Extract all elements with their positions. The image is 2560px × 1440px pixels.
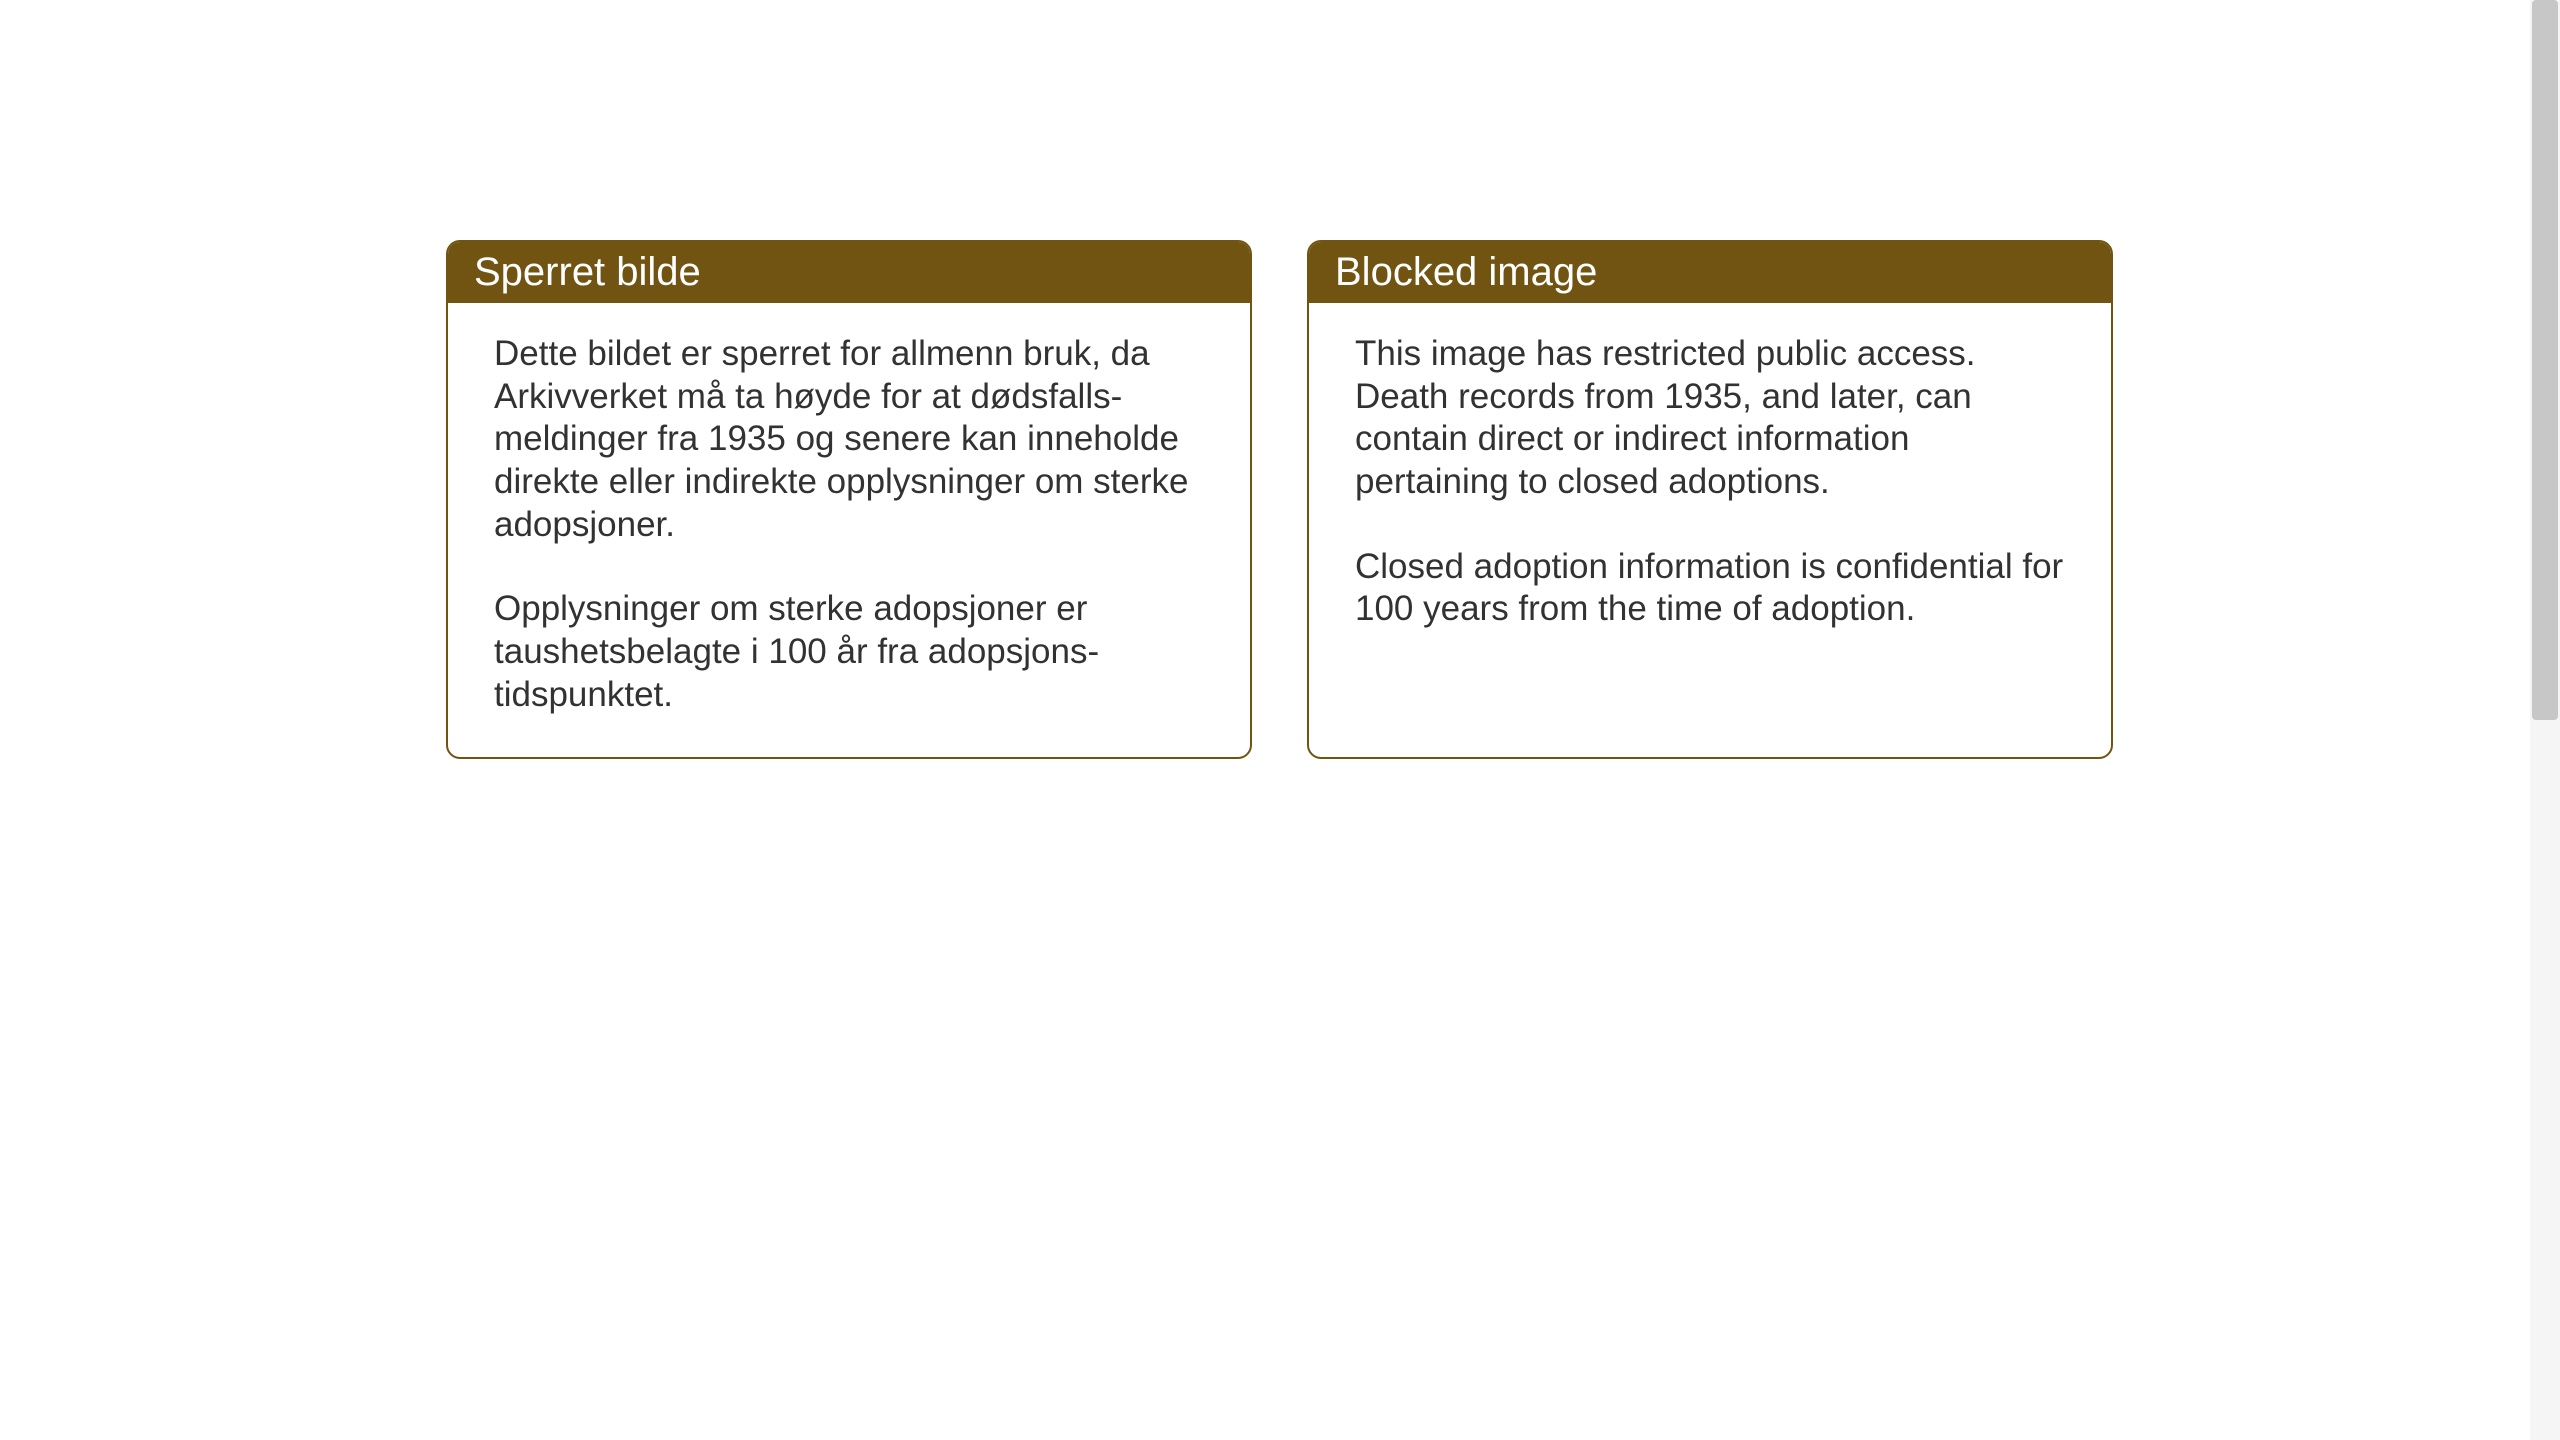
norwegian-card-title: Sperret bilde	[448, 242, 1250, 303]
scrollbar-track[interactable]	[2530, 0, 2560, 1440]
norwegian-card-body: Dette bildet er sperret for allmenn bruk…	[448, 303, 1250, 757]
english-card-title: Blocked image	[1309, 242, 2111, 303]
scrollbar-thumb[interactable]	[2532, 0, 2558, 720]
norwegian-paragraph-1: Dette bildet er sperret for allmenn bruk…	[494, 333, 1204, 546]
norwegian-notice-card: Sperret bilde Dette bildet er sperret fo…	[446, 240, 1252, 759]
english-notice-card: Blocked image This image has restricted …	[1307, 240, 2113, 759]
english-paragraph-1: This image has restricted public access.…	[1355, 333, 2065, 504]
english-paragraph-2: Closed adoption information is confident…	[1355, 546, 2065, 631]
notice-container: Sperret bilde Dette bildet er sperret fo…	[446, 240, 2113, 759]
norwegian-paragraph-2: Opplysninger om sterke adopsjoner er tau…	[494, 588, 1204, 716]
english-card-body: This image has restricted public access.…	[1309, 303, 2111, 671]
